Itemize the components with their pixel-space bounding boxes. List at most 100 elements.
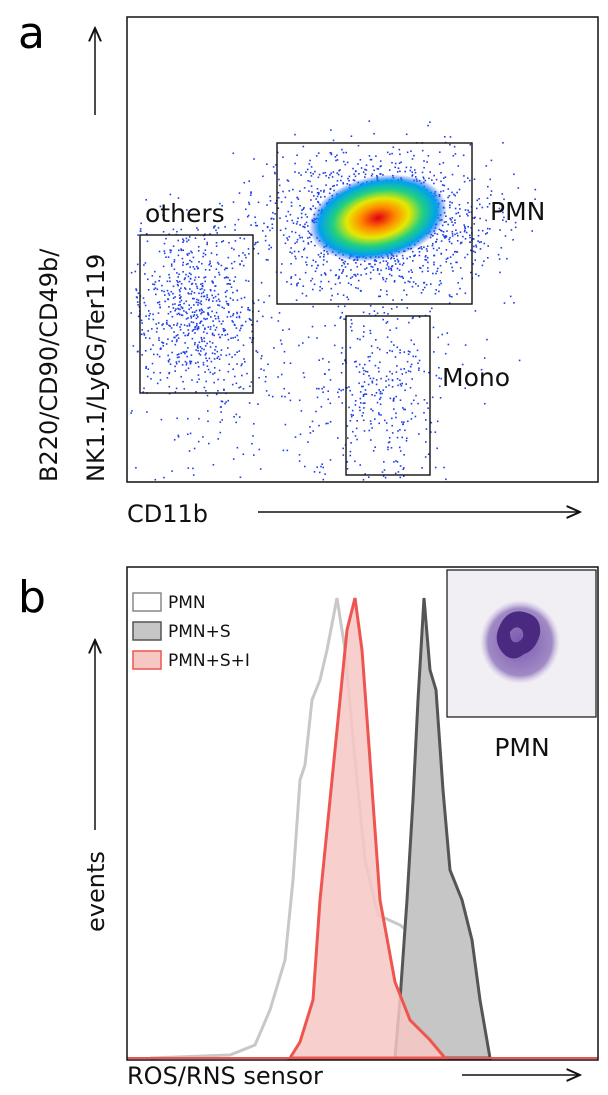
event-dot [400,385,403,387]
event-dot [344,266,347,268]
event-dot [345,275,348,277]
event-dot [239,386,242,388]
event-dot [278,178,280,181]
event-dot [433,263,435,266]
event-dot [374,418,376,420]
event-dot [244,320,247,323]
event-dot [362,402,365,405]
event-dot [308,190,310,192]
event-dot [358,382,360,385]
event-dot [206,241,208,244]
event-dot [349,326,352,328]
event-dot [145,337,147,339]
event-dot [279,217,281,219]
event-dot [135,467,137,469]
event-dot [235,316,238,319]
event-dot [193,304,195,306]
event-dot [365,267,368,269]
event-dot [300,216,303,219]
event-dot [155,323,157,325]
event-dot [214,295,217,298]
event-dot [387,378,390,381]
event-dot [444,136,446,138]
event-dot [172,228,175,231]
event-dot [226,302,228,305]
event-dot [469,144,472,146]
event-dot [305,295,308,297]
event-dot [257,252,260,255]
event-dot [355,427,358,430]
event-dot [410,363,413,366]
event-dot [365,273,368,275]
event-dot [235,382,238,385]
event-dot [260,357,262,360]
event-dot [307,230,310,233]
event-dot [238,386,240,389]
event-dot [295,223,298,225]
event-dot [268,244,271,247]
event-dot [215,300,218,302]
event-dot [474,251,477,254]
event-dot [423,177,425,180]
event-dot [394,260,396,262]
event-dot [462,154,465,157]
event-dot [182,239,185,242]
event-dot [187,262,189,265]
event-dot [445,258,448,260]
event-dot [203,276,205,279]
event-dot [215,268,218,270]
event-dot [401,382,403,385]
event-dot [395,371,398,373]
event-dot [328,176,330,179]
event-dot [318,387,320,390]
event-dot [180,352,183,355]
event-dot [320,406,323,408]
event-dot [224,267,227,269]
event-dot [357,287,359,290]
event-dot [199,320,202,323]
event-dot [229,315,232,318]
event-dot [449,201,451,203]
event-dot [299,190,301,192]
event-dot [329,152,332,154]
event-dot [229,297,232,300]
event-dot [412,355,414,358]
event-dot [198,276,200,278]
event-dot [206,342,208,345]
event-dot [301,292,304,295]
event-dot [153,353,155,356]
event-dot [410,277,412,279]
event-dot [206,332,208,335]
event-dot [297,250,300,253]
event-dot [234,353,236,356]
event-dot [412,316,414,319]
event-dot [306,264,308,266]
event-dot [392,299,394,301]
event-dot [456,251,459,253]
event-dot [294,242,296,245]
event-dot [239,263,241,265]
event-dot [297,282,299,284]
event-dot [218,273,221,276]
event-dot [207,368,210,371]
event-dot [159,275,161,278]
event-dot [171,351,173,354]
event-dot [364,176,366,178]
event-dot [176,280,178,282]
event-dot [294,436,297,438]
event-dot [405,440,408,442]
event-dot [189,266,191,268]
event-dot [449,295,451,298]
event-dot [376,167,379,170]
event-dot [397,261,400,263]
event-dot [329,402,332,405]
event-dot [208,442,210,445]
event-dot [365,370,367,373]
event-dot [158,355,161,358]
event-dot [210,360,213,363]
event-dot [193,343,196,346]
event-dot [200,350,202,352]
event-dot [399,465,402,467]
event-dot [457,234,459,237]
event-dot [231,320,233,322]
